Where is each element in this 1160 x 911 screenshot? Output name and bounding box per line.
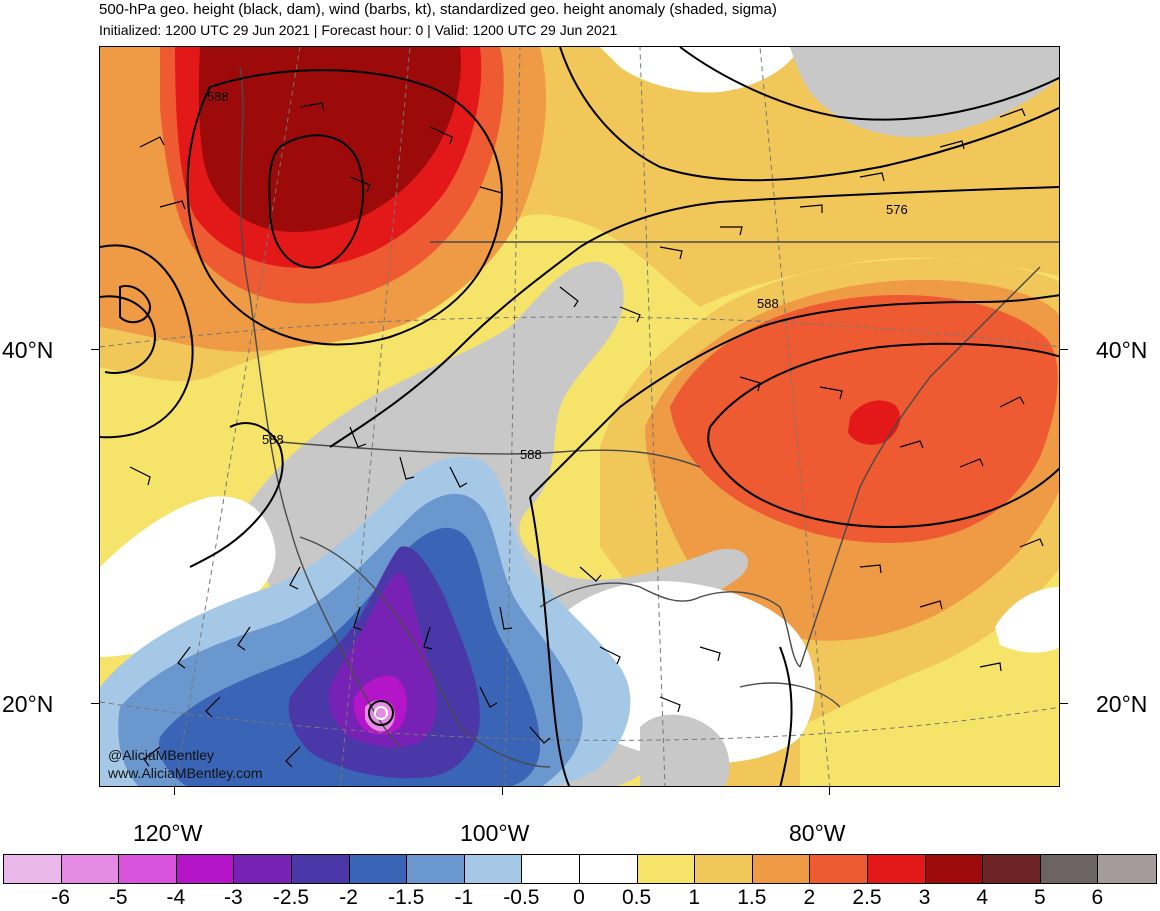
map-subtitle: Initialized: 1200 UTC 29 Jun 2021 | Fore…: [99, 22, 618, 38]
weather-map: 588 588 588 588 576: [99, 46, 1060, 787]
colorbar-swatch: [4, 855, 62, 883]
colorbar-swatch: [695, 855, 753, 883]
colorbar-swatch: [1098, 855, 1156, 883]
colorbar-label: -1: [454, 886, 474, 909]
colorbar-label: -1.5: [388, 886, 425, 909]
contour-label-588: 588: [520, 447, 542, 462]
anomaly-colorbar: [3, 854, 1157, 884]
lat-tick: [1060, 349, 1068, 350]
anomaly-gray-northeast: [790, 47, 1059, 138]
anomaly-white-northeast: [600, 47, 800, 93]
colorbar-label: 2.5: [852, 886, 882, 909]
colorbar-label: 1.5: [737, 886, 767, 909]
contour-label-588: 588: [757, 296, 779, 311]
contour-label-588: 588: [262, 432, 284, 447]
coastlines-borders: [239, 66, 1059, 768]
lon-label-80w: 80°W: [789, 820, 846, 846]
colorbar-swatch: [407, 855, 465, 883]
contour-label-576: 576: [886, 202, 908, 217]
anomaly-gray-south: [640, 714, 730, 786]
colorbar-swatch: [1040, 855, 1099, 883]
wind-barbs: [129, 102, 1044, 768]
colorbar-label: 6: [1091, 886, 1104, 909]
colorbar-swatch: [349, 855, 408, 883]
anomaly-white-atlantic: [995, 587, 1059, 653]
anomaly-darkred-northwest: [198, 47, 461, 232]
colorbar-label: 4: [976, 886, 989, 909]
colorbar-label: 3: [918, 886, 931, 909]
credit-handle: @AliciaMBentley: [108, 747, 215, 763]
contour-label-588: 588: [207, 89, 229, 104]
colorbar-label: 1: [688, 886, 701, 909]
lat-label-40n-left: 40°N: [2, 337, 54, 363]
colorbar-swatch: [867, 855, 926, 883]
colorbar-swatch: [810, 855, 868, 883]
colorbar-label: -5: [108, 886, 128, 909]
height-contours: [100, 47, 1059, 786]
lat-tick: [91, 703, 99, 704]
lat-tick: [1060, 703, 1068, 704]
colorbar-swatch: [119, 855, 177, 883]
map-canvas: [100, 47, 1059, 786]
lon-tick: [829, 787, 830, 795]
colorbar-label: -3: [224, 886, 243, 909]
colorbar-label: 0.5: [621, 886, 652, 909]
colorbar-label: -2.5: [272, 886, 310, 909]
colorbar-label: -0.5: [503, 886, 540, 909]
colorbar-swatch: [291, 855, 350, 883]
colorbar-swatch: [61, 855, 120, 883]
colorbar-label: -4: [166, 886, 186, 909]
colorbar-swatch: [752, 855, 811, 883]
lon-tick: [174, 787, 175, 795]
lon-tick: [502, 787, 503, 795]
colorbar-swatch: [234, 855, 292, 883]
lat-label-20n-right: 20°N: [1096, 691, 1148, 717]
credit-site: www.AliciaMBentley.com: [108, 765, 263, 781]
lat-tick: [91, 349, 99, 350]
anomaly-white-west: [100, 496, 276, 657]
colorbar-swatch: [983, 855, 1041, 883]
colorbar-label: -2: [339, 886, 358, 909]
colorbar-label: 2: [803, 886, 816, 909]
colorbar-label: 0: [573, 886, 585, 909]
anomaly-brightred-east: [848, 400, 901, 445]
lat-label-40n-right: 40°N: [1096, 337, 1148, 363]
colorbar-swatch: [579, 855, 638, 883]
colorbar-swatch: [522, 855, 580, 883]
colorbar-swatch: [464, 855, 523, 883]
colorbar-label: 5: [1033, 886, 1046, 909]
lat-label-20n-left: 20°N: [2, 691, 54, 717]
lon-label-100w: 100°W: [460, 820, 530, 846]
lon-label-120w: 120°W: [133, 820, 203, 846]
colorbar-swatch: [176, 855, 235, 883]
colorbar-swatch: [637, 855, 696, 883]
colorbar-label: -6: [51, 886, 70, 909]
map-title: 500-hPa geo. height (black, dam), wind (…: [99, 1, 777, 18]
low-rings: [368, 700, 394, 726]
colorbar-swatch: [925, 855, 984, 883]
